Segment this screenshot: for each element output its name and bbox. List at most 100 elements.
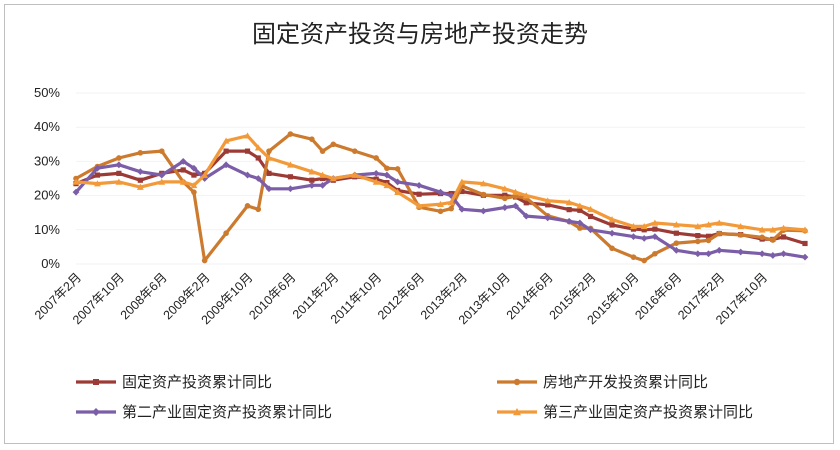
data-point <box>254 144 262 151</box>
data-point <box>694 222 702 230</box>
data-point <box>651 233 659 241</box>
data-point <box>608 216 616 223</box>
data-point <box>501 204 509 211</box>
data-point <box>458 178 466 185</box>
data-point <box>480 191 487 198</box>
data-point <box>136 183 144 190</box>
data-point <box>652 226 658 232</box>
y-tick-label: 10% <box>34 222 60 237</box>
legend-label: 固定资产投资累计同比 <box>122 373 272 391</box>
data-point <box>522 212 530 220</box>
data-point <box>502 195 508 202</box>
data-point <box>394 178 402 186</box>
data-point <box>630 233 637 241</box>
data-point <box>329 175 337 182</box>
data-point <box>437 200 444 207</box>
data-point <box>577 225 583 231</box>
data-point <box>458 205 466 213</box>
data-point <box>244 171 251 179</box>
data-point <box>222 137 230 144</box>
data-point <box>383 171 391 179</box>
data-point <box>158 171 166 179</box>
chart-title: 固定资产投资与房地产投资走势 <box>252 20 588 48</box>
data-point <box>351 171 359 178</box>
data-point <box>415 181 423 189</box>
data-point <box>266 170 272 176</box>
data-point <box>545 202 551 208</box>
data-point <box>223 148 229 154</box>
data-point <box>319 181 326 189</box>
data-point <box>136 168 144 176</box>
data-point <box>222 161 230 169</box>
data-point <box>309 177 315 183</box>
data-point <box>191 189 197 195</box>
data-point <box>244 203 251 209</box>
legend-marker <box>93 379 99 385</box>
data-point <box>372 169 380 177</box>
legend-label: 第二产业固定资产投资累计同比 <box>122 403 332 421</box>
data-point <box>640 222 648 230</box>
data-point <box>705 237 712 244</box>
data-point <box>116 170 122 176</box>
legend-marker <box>513 408 521 416</box>
grid <box>76 92 805 265</box>
data-point <box>244 148 251 154</box>
data-point <box>287 174 294 180</box>
data-point <box>716 230 723 237</box>
data-point <box>351 148 358 154</box>
data-point <box>512 188 519 195</box>
legend-label: 第三产业固定资产投资累计同比 <box>543 403 753 421</box>
data-point <box>373 155 379 161</box>
y-tick-label: 20% <box>34 188 60 203</box>
data-point <box>577 207 583 213</box>
data-point <box>715 246 723 254</box>
data-point <box>190 164 198 172</box>
data-point <box>158 148 165 154</box>
data-point <box>630 222 637 230</box>
data-point <box>705 221 712 228</box>
data-point <box>137 150 144 156</box>
series-group <box>72 131 809 264</box>
legend-label: 房地产开发投资累计同比 <box>543 373 708 391</box>
data-point <box>565 199 573 206</box>
data-point <box>737 232 744 238</box>
data-point <box>758 226 766 233</box>
data-point <box>630 254 637 260</box>
data-point <box>115 161 123 169</box>
series-2 <box>73 131 808 264</box>
data-point <box>94 180 101 187</box>
data-point <box>652 250 658 257</box>
data-point <box>265 154 273 161</box>
data-point <box>769 252 777 259</box>
legend-marker <box>513 378 521 386</box>
legend-item: 第二产业固定资产投资累计同比 <box>76 403 332 421</box>
data-point <box>608 229 616 237</box>
data-point <box>94 164 101 172</box>
data-point <box>673 240 680 246</box>
data-point <box>770 237 776 243</box>
data-point <box>759 234 765 241</box>
data-point <box>587 213 594 220</box>
data-point <box>319 171 326 178</box>
data-point <box>319 175 326 182</box>
data-point <box>459 188 465 195</box>
data-point <box>190 181 198 189</box>
x-tick-label: 2010年6月 <box>246 270 298 322</box>
y-axis-ticks: 0% 10% 20% 30% 40% 50% <box>34 85 60 271</box>
data-point <box>437 208 444 215</box>
data-point <box>201 257 208 264</box>
data-point <box>501 185 509 192</box>
data-point <box>544 197 552 204</box>
series-3 <box>72 158 809 261</box>
data-point <box>705 233 712 239</box>
data-point <box>137 177 143 183</box>
data-point <box>255 155 261 161</box>
data-point <box>372 178 380 185</box>
data-point <box>383 181 391 189</box>
data-point <box>330 141 337 148</box>
data-point <box>587 205 594 213</box>
data-point <box>737 222 745 230</box>
y-tick-label: 50% <box>34 85 60 100</box>
